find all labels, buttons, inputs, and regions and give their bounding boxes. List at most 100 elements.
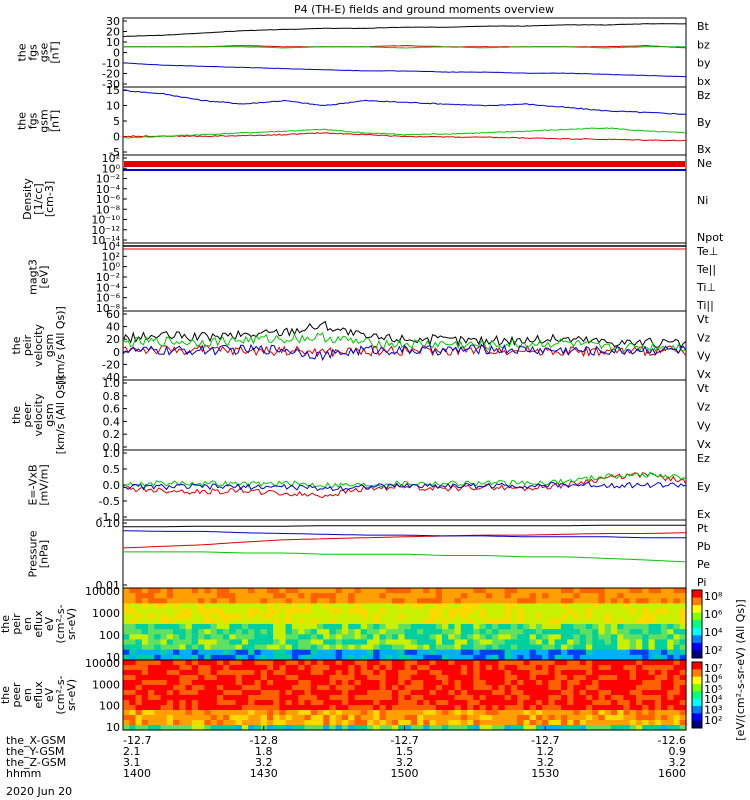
heatmap-cell [535, 680, 543, 686]
y-axis-label-line: [km/s (All Qs)] [54, 306, 67, 385]
heatmap-cell [123, 710, 130, 716]
heatmap-cell [135, 680, 143, 686]
heatmap-cell [223, 720, 230, 726]
heatmap-cell [573, 665, 581, 671]
heatmap-cell [629, 593, 637, 599]
heatmap-cell [417, 680, 424, 686]
heatmap-cell [216, 675, 224, 681]
heatmap-cell [235, 720, 243, 726]
heatmap-cell [241, 603, 249, 610]
heatmap-cell [504, 680, 512, 686]
heatmap-cell [298, 660, 306, 666]
heatmap-cell [123, 695, 130, 701]
heatmap-cell [373, 725, 381, 731]
heatmap-cell [304, 613, 312, 620]
heatmap-cell [254, 710, 262, 716]
heatmap-cell [166, 588, 174, 594]
heatmap-cell [492, 670, 499, 676]
heatmap-cell [254, 705, 262, 711]
heatmap-cell [498, 603, 506, 610]
heatmap-cell [417, 675, 424, 681]
heatmap-cell [335, 660, 343, 666]
heatmap-cell [373, 715, 381, 721]
heatmap-cell [373, 649, 381, 656]
heatmap-cell [348, 639, 356, 646]
heatmap-cell [642, 624, 650, 630]
heatmap-cell [148, 710, 155, 716]
panels: thefgsgse[nT]3020100-10-20-30Btbzbybxthe… [0, 15, 747, 741]
heatmap-cell [185, 618, 193, 625]
heatmap-cell [248, 675, 255, 681]
heatmap-cell [279, 660, 287, 666]
heatmap-cell [316, 695, 324, 701]
heatmap-cell [191, 700, 199, 706]
heatmap-cell [129, 695, 137, 701]
heatmap-cell [673, 613, 681, 620]
heatmap-cell [285, 618, 293, 625]
heatmap-cell [285, 715, 293, 721]
heatmap-cell [191, 720, 199, 726]
y-axis-label-line: gsm [38, 109, 51, 132]
heatmap-cell [435, 613, 443, 620]
heatmap-cell [442, 634, 449, 640]
heatmap-cell [241, 624, 249, 630]
heatmap-cell [585, 603, 593, 610]
heatmap-cell [173, 675, 180, 681]
heatmap-cell [198, 598, 205, 604]
heatmap-cell [517, 680, 524, 686]
heatmap-cell [629, 660, 637, 666]
heatmap-cell [198, 670, 205, 676]
heatmap-cell [448, 685, 456, 691]
heatmap-cell [498, 639, 506, 646]
series-line-Pi [122, 530, 686, 539]
heatmap-cell [304, 608, 312, 615]
heatmap-cell [529, 720, 537, 726]
legend-Vy: Vy [697, 419, 711, 432]
heatmap-cell [517, 705, 524, 711]
heatmap-cell [435, 639, 443, 646]
heatmap-cell [523, 634, 531, 640]
heatmap-cell [135, 705, 143, 711]
heatmap-cell [623, 725, 631, 731]
heatmap-cell [492, 649, 499, 656]
heatmap-cell [648, 685, 656, 691]
heatmap-cell [329, 593, 337, 599]
heatmap-cell [460, 685, 468, 691]
heatmap-cell [654, 634, 662, 640]
heatmap-cell [291, 649, 299, 656]
heatmap-cell [329, 720, 337, 726]
heatmap-cell [592, 725, 600, 731]
heatmap-cell [316, 715, 324, 721]
heatmap-cell [179, 680, 187, 686]
heatmap-cell [610, 618, 618, 625]
heatmap-cell [160, 725, 168, 731]
heatmap-cell [417, 710, 424, 716]
colorbar-segment [692, 612, 702, 621]
heatmap-cell [367, 618, 374, 625]
heatmap-cell [448, 660, 456, 666]
heatmap-cell [166, 710, 174, 716]
heatmap-cell [148, 593, 155, 599]
heatmap-cell [648, 624, 656, 630]
heatmap-cell [467, 670, 474, 676]
heatmap-cell [435, 690, 443, 696]
heatmap-cell [585, 710, 593, 716]
heatmap-cell [198, 700, 205, 706]
heatmap-cell [410, 680, 418, 686]
heatmap-cell [154, 680, 162, 686]
heatmap-cell [498, 700, 506, 706]
heatmap-cell [304, 685, 312, 691]
heatmap-cell [360, 598, 368, 604]
heatmap-cell [560, 675, 568, 681]
heatmap-cell [654, 618, 662, 625]
heatmap-cell [548, 705, 556, 711]
heatmap-cell [204, 695, 212, 701]
heatmap-cell [485, 725, 493, 731]
heatmap-cell [273, 639, 280, 646]
heatmap-cell [560, 715, 568, 721]
heatmap-cell [473, 695, 481, 701]
heatmap-cell [598, 598, 606, 604]
heatmap-cell [329, 588, 337, 594]
heatmap-cell [442, 670, 449, 676]
heatmap-cell [123, 720, 130, 726]
